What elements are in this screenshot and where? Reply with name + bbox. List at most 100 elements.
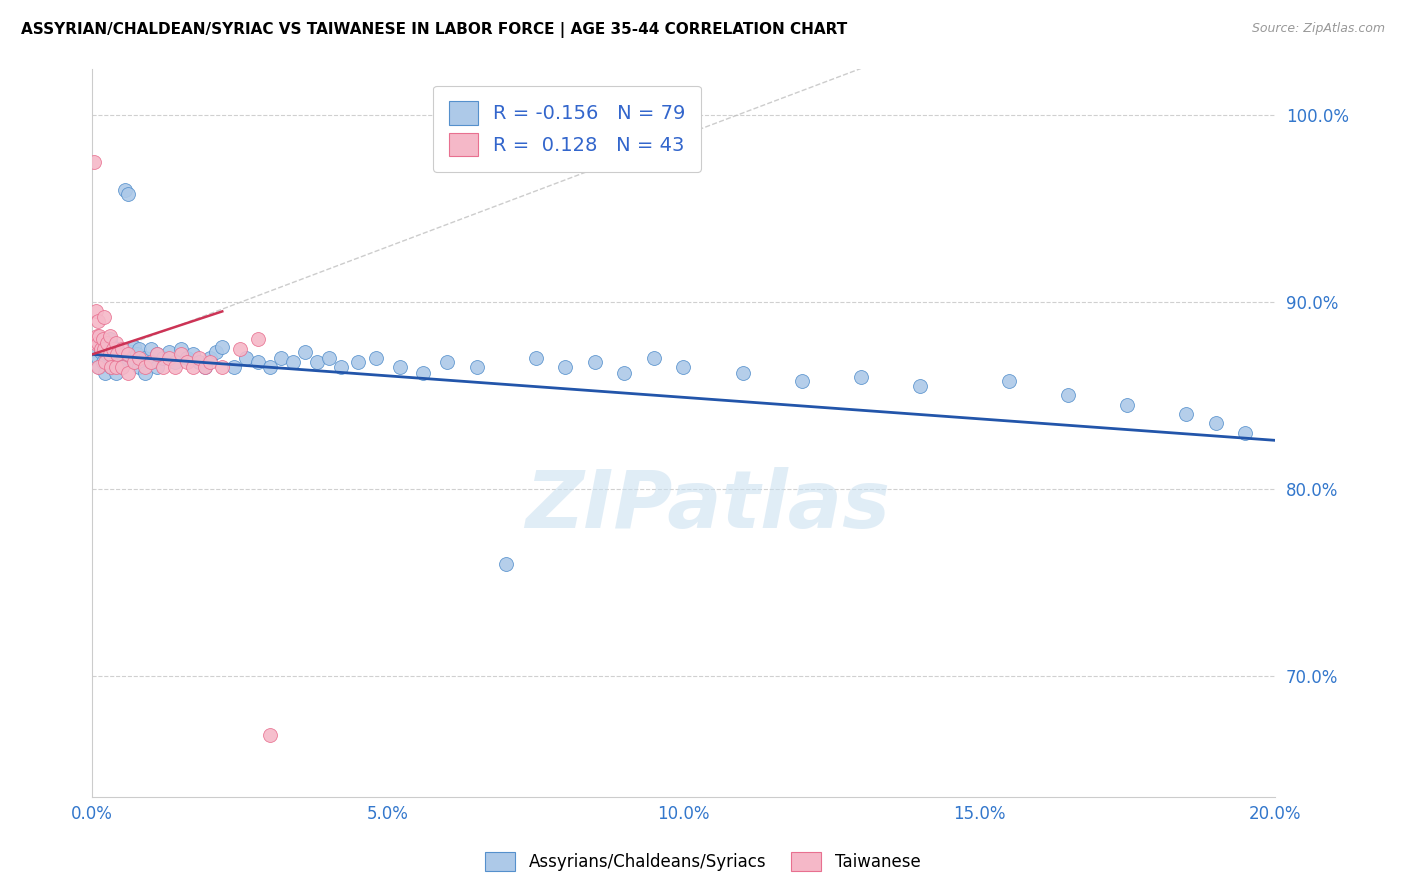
Point xyxy=(465,360,488,375)
Point xyxy=(125,347,148,361)
Point xyxy=(101,340,124,354)
Point xyxy=(146,347,169,361)
Point xyxy=(84,342,107,356)
Point xyxy=(91,333,114,347)
Point xyxy=(211,340,233,354)
Point xyxy=(495,557,517,571)
Point xyxy=(93,342,115,356)
Point xyxy=(87,360,110,375)
Point xyxy=(152,351,174,365)
Point xyxy=(128,342,150,356)
Point xyxy=(229,342,252,356)
Point xyxy=(105,347,128,361)
Point xyxy=(1115,398,1137,412)
Point xyxy=(94,366,117,380)
Point xyxy=(672,360,695,375)
Point xyxy=(122,355,145,369)
Point xyxy=(583,355,606,369)
Point xyxy=(997,374,1019,388)
Point xyxy=(104,351,127,365)
Point xyxy=(83,155,105,169)
Point xyxy=(176,351,198,365)
Point xyxy=(104,336,127,351)
Point xyxy=(134,351,156,365)
Point xyxy=(246,355,269,369)
Point xyxy=(111,347,134,361)
Point xyxy=(170,347,193,361)
Point xyxy=(643,351,665,365)
Point xyxy=(731,366,754,380)
Point xyxy=(193,360,215,375)
Text: ASSYRIAN/CHALDEAN/SYRIAC VS TAIWANESE IN LABOR FORCE | AGE 35-44 CORRELATION CHA: ASSYRIAN/CHALDEAN/SYRIAC VS TAIWANESE IN… xyxy=(21,22,848,38)
Point xyxy=(117,186,139,201)
Point xyxy=(170,342,193,356)
Point xyxy=(87,314,110,328)
Point xyxy=(86,328,108,343)
Point xyxy=(122,355,145,369)
Point xyxy=(96,347,118,361)
Point xyxy=(283,355,305,369)
Point xyxy=(146,360,169,375)
Point xyxy=(554,360,576,375)
Point xyxy=(107,355,129,369)
Point xyxy=(117,351,139,365)
Point xyxy=(246,333,269,347)
Point xyxy=(163,360,186,375)
Point xyxy=(128,360,150,375)
Point xyxy=(117,366,139,380)
Point xyxy=(163,355,186,369)
Point xyxy=(84,336,107,351)
Point xyxy=(105,342,128,356)
Point xyxy=(141,355,163,369)
Point xyxy=(222,360,245,375)
Point xyxy=(347,355,370,369)
Point xyxy=(157,351,180,365)
Point xyxy=(141,342,163,356)
Point xyxy=(193,360,215,375)
Point xyxy=(104,366,127,380)
Point xyxy=(93,336,115,351)
Point xyxy=(613,366,636,380)
Point xyxy=(235,351,257,365)
Point xyxy=(1056,388,1078,402)
Point xyxy=(117,347,139,361)
Point xyxy=(294,345,316,359)
Point xyxy=(111,360,134,375)
Point xyxy=(270,351,292,365)
Point xyxy=(364,351,387,365)
Point xyxy=(200,351,222,365)
Point xyxy=(152,360,174,375)
Point xyxy=(104,360,127,375)
Point xyxy=(98,347,121,361)
Point xyxy=(305,355,328,369)
Point xyxy=(98,333,121,347)
Point xyxy=(1234,425,1257,440)
Point xyxy=(134,360,156,375)
Point xyxy=(101,342,124,356)
Point xyxy=(524,351,547,365)
Legend: R = -0.156   N = 79, R =  0.128   N = 43: R = -0.156 N = 79, R = 0.128 N = 43 xyxy=(433,86,702,172)
Point xyxy=(187,355,209,369)
Point xyxy=(87,336,110,351)
Point xyxy=(176,355,198,369)
Point xyxy=(790,374,813,388)
Point xyxy=(329,360,352,375)
Point xyxy=(181,347,204,361)
Point xyxy=(98,328,121,343)
Point xyxy=(157,345,180,359)
Point xyxy=(91,355,114,369)
Point xyxy=(436,355,458,369)
Point xyxy=(412,366,434,380)
Point xyxy=(98,347,121,361)
Point xyxy=(205,345,228,359)
Point xyxy=(908,379,931,393)
Point xyxy=(86,304,108,318)
Point xyxy=(100,360,122,375)
Point xyxy=(388,360,411,375)
Point xyxy=(122,340,145,354)
Text: ZIPatlas: ZIPatlas xyxy=(524,467,890,545)
Point xyxy=(146,347,169,361)
Point xyxy=(128,351,150,365)
Point xyxy=(1175,407,1198,421)
Point xyxy=(87,351,110,365)
